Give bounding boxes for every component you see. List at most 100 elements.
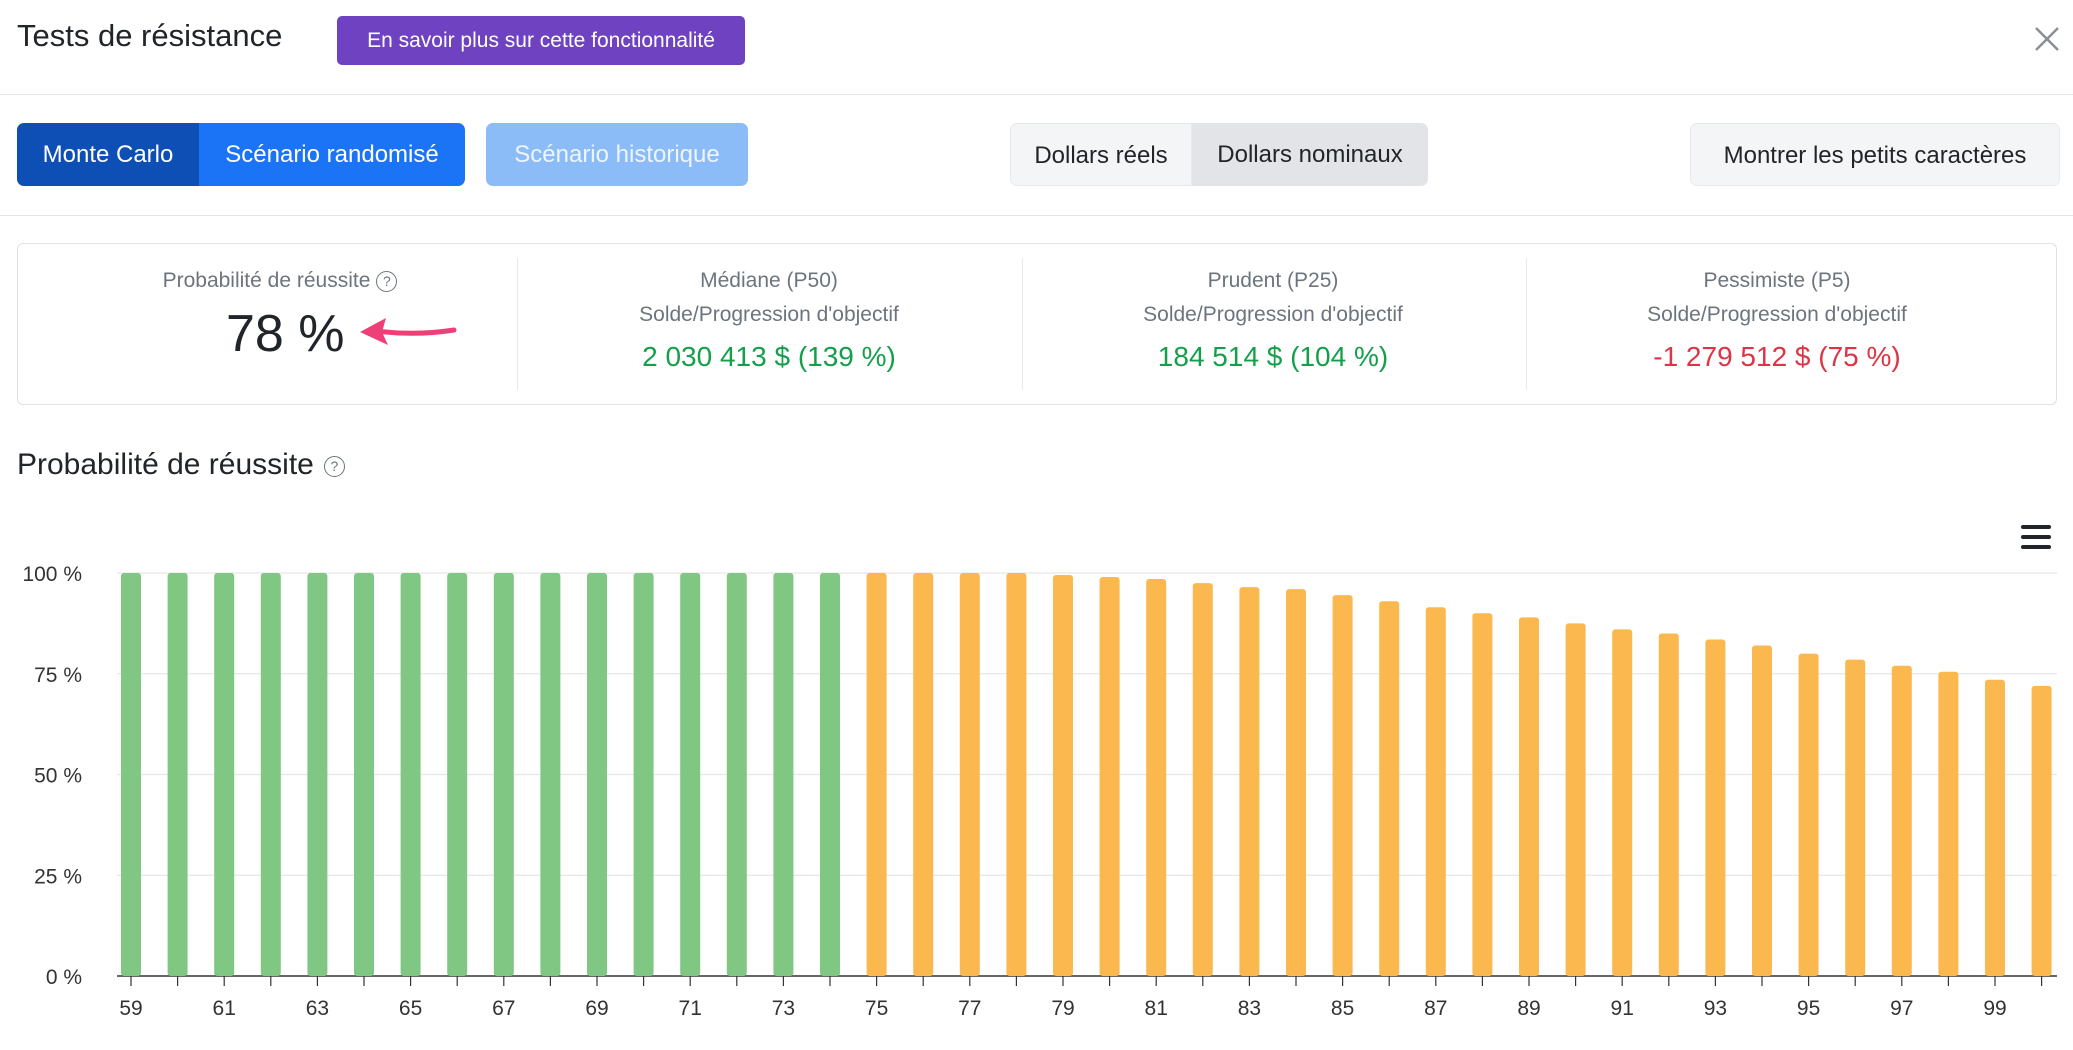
chart-bar bbox=[680, 573, 701, 976]
chart-title-text: Probabilité de réussite bbox=[17, 448, 314, 481]
x-tick-label: 67 bbox=[492, 997, 515, 1020]
median-stat: Médiane (P50) Solde/Progression d'object… bbox=[519, 258, 1019, 390]
x-tick-label: 89 bbox=[1517, 997, 1540, 1020]
x-tick-label: 75 bbox=[865, 997, 888, 1020]
chart-bar bbox=[1379, 601, 1400, 976]
chart-bar bbox=[1938, 671, 1959, 976]
x-tick-label: 69 bbox=[585, 997, 608, 1020]
chart-bar bbox=[1705, 639, 1726, 976]
chart-bar bbox=[1146, 579, 1167, 976]
chart-bar bbox=[1985, 679, 2005, 976]
chart-bar bbox=[260, 573, 281, 976]
chart-bar bbox=[2031, 685, 2052, 976]
y-tick-label: 75 % bbox=[34, 664, 82, 687]
y-tick-label: 0 % bbox=[46, 966, 82, 989]
x-tick-label: 63 bbox=[306, 997, 329, 1020]
prudent-sublabel: Solde/Progression d'objectif bbox=[1143, 303, 1403, 326]
x-tick-label: 87 bbox=[1424, 997, 1447, 1020]
median-value: 2 030 413 $ (139 %) bbox=[642, 341, 896, 372]
pessimist-value: -1 279 512 $ (75 %) bbox=[1653, 341, 1901, 372]
x-tick-label: 59 bbox=[119, 997, 142, 1020]
learn-more-button[interactable]: En savoir plus sur cette fonctionnalité bbox=[337, 16, 745, 65]
probability-label: Probabilité de réussite bbox=[162, 269, 371, 292]
randomized-scenario-button[interactable]: Scénario randomisé bbox=[199, 123, 465, 186]
x-tick-label: 79 bbox=[1051, 997, 1074, 1020]
chart-bar bbox=[1798, 653, 1819, 976]
pessimist-label: Pessimiste (P5) bbox=[1703, 269, 1851, 292]
show-fine-print-button[interactable]: Montrer les petits caractères bbox=[1690, 123, 2060, 186]
divider bbox=[1022, 258, 1023, 390]
chart-bar bbox=[1565, 623, 1586, 976]
chart-bar bbox=[1472, 613, 1493, 976]
chart-title: Probabilité de réussite? bbox=[17, 448, 345, 482]
prudent-value: 184 514 $ (104 %) bbox=[1157, 341, 1389, 372]
chart-bar bbox=[1053, 575, 1073, 976]
divider bbox=[517, 258, 518, 390]
median-label: Médiane (P50) bbox=[700, 269, 838, 292]
chart-bar bbox=[1891, 665, 1912, 976]
arrow-icon bbox=[360, 318, 457, 345]
chart-bar bbox=[493, 573, 514, 976]
menu-icon[interactable] bbox=[2020, 523, 2052, 551]
page-title: Tests de résistance bbox=[17, 18, 283, 53]
chart-bar bbox=[773, 573, 794, 976]
x-tick-label: 73 bbox=[772, 997, 795, 1020]
x-tick-label: 65 bbox=[399, 997, 422, 1020]
chart-bar bbox=[400, 573, 421, 976]
prudent-label: Prudent (P25) bbox=[1207, 269, 1339, 292]
chart-bar bbox=[1612, 629, 1633, 976]
chart-bar bbox=[1519, 617, 1539, 976]
chart-bar bbox=[959, 573, 980, 976]
chart-bar bbox=[1192, 583, 1213, 976]
chart-bar bbox=[1006, 573, 1027, 976]
chart-bar bbox=[866, 573, 887, 976]
x-tick-label: 83 bbox=[1238, 997, 1261, 1020]
modal-header bbox=[0, 0, 2073, 95]
chart-bar bbox=[1099, 577, 1120, 976]
x-tick-label: 61 bbox=[213, 997, 236, 1020]
x-tick-label: 85 bbox=[1331, 997, 1354, 1020]
probability-chart: 100 % 75 % 50 % 25 % 0 % 59 61 63 65 67 69 71 73 75 77… bbox=[22, 563, 2057, 1020]
x-tick-label: 95 bbox=[1797, 997, 1820, 1020]
chart-bar bbox=[913, 573, 934, 976]
chart-bar bbox=[167, 573, 188, 976]
chart-bar bbox=[354, 573, 374, 976]
chart-bar bbox=[447, 573, 468, 976]
chart-bar bbox=[1845, 659, 1866, 976]
nominal-dollars-toggle[interactable]: Dollars nominaux bbox=[1192, 123, 1428, 186]
help-icon[interactable]: ? bbox=[376, 270, 398, 292]
x-tick-label: 81 bbox=[1145, 997, 1168, 1020]
real-dollars-toggle[interactable]: Dollars réels bbox=[1010, 123, 1192, 186]
x-tick-label: 91 bbox=[1611, 997, 1634, 1020]
x-tick-label: 99 bbox=[1983, 997, 2006, 1020]
close-icon[interactable] bbox=[2030, 22, 2064, 56]
help-icon[interactable]: ? bbox=[323, 455, 345, 477]
pessimist-stat: Pessimiste (P5) Solde/Progression d'obje… bbox=[1527, 258, 2027, 390]
x-tick-label: 97 bbox=[1890, 997, 1913, 1020]
median-sublabel: Solde/Progression d'objectif bbox=[639, 303, 899, 326]
chart-bar bbox=[540, 573, 561, 976]
x-tick-label: 77 bbox=[958, 997, 981, 1020]
chart-bar bbox=[820, 573, 840, 976]
chart-bar bbox=[1425, 607, 1446, 976]
chart-bar bbox=[214, 573, 235, 976]
chart-bar bbox=[726, 573, 747, 976]
x-tick-label: 93 bbox=[1704, 997, 1727, 1020]
probability-value: 78 % bbox=[226, 305, 345, 363]
pessimist-sublabel: Solde/Progression d'objectif bbox=[1647, 303, 1907, 326]
y-tick-label: 100 % bbox=[22, 563, 82, 586]
chart-bar bbox=[1752, 645, 1772, 976]
chart-bar bbox=[587, 573, 607, 976]
chart-bar bbox=[1658, 633, 1679, 976]
chart-bar bbox=[1239, 587, 1260, 976]
chart-bar bbox=[1332, 595, 1353, 976]
monte-carlo-button[interactable]: Monte Carlo bbox=[17, 123, 199, 186]
chart-bar bbox=[121, 573, 141, 976]
historical-scenario-button[interactable]: Scénario historique bbox=[486, 123, 748, 186]
y-tick-label: 50 % bbox=[34, 765, 82, 788]
stats-card bbox=[17, 243, 2057, 405]
chart-bar bbox=[633, 573, 654, 976]
chart-bar bbox=[1286, 589, 1306, 976]
chart-bar bbox=[307, 573, 328, 976]
toolbar bbox=[0, 95, 2073, 216]
